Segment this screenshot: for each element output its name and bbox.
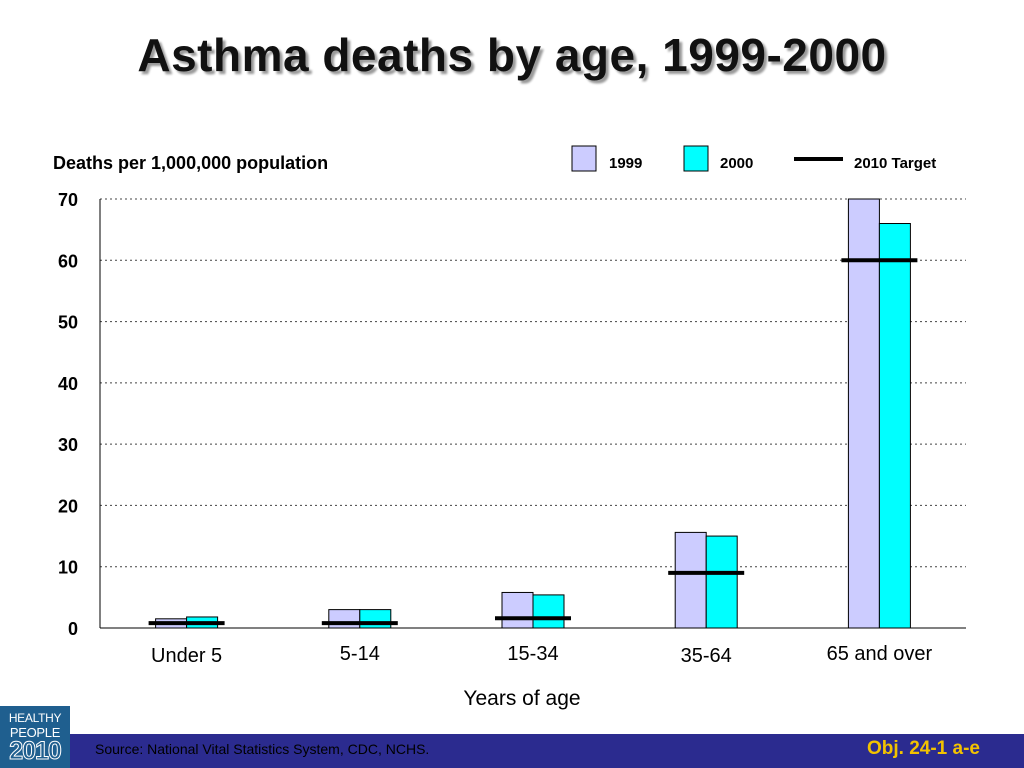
y-tick-label-60: 60 [58, 251, 78, 271]
logo-line-1: HEALTHY [8, 711, 62, 725]
bar-1999-5-14 [328, 609, 361, 629]
bar-1999-15-34 [501, 591, 534, 629]
y-tick-label-30: 30 [58, 435, 78, 455]
y-axis-title: Deaths per 1,000,000 population [53, 153, 328, 173]
legend-label-target: 2010 Target [854, 155, 936, 172]
bar-2000-5-14 [359, 609, 392, 629]
x-tick-label-15-34: 15-34 [507, 643, 558, 665]
y-tick-label-40: 40 [58, 374, 78, 394]
legend-swatch-2000 [683, 145, 709, 172]
y-tick-label-50: 50 [58, 313, 78, 333]
page-title: Asthma deaths by age, 1999-2000 [137, 29, 887, 81]
x-axis-title: Years of age [463, 687, 580, 710]
bar-2000-35-64 [705, 535, 738, 629]
source-note: Source: National Vital Statistics System… [95, 741, 430, 757]
bar-1999-65-and-over [847, 198, 880, 629]
healthy-people-logo: HEALTHY PEOPLE 2010 [0, 706, 70, 768]
y-tick-label-10: 10 [58, 558, 78, 578]
x-tick-label-65-and-over: 65 and over [827, 643, 933, 665]
y-tick-label-70: 70 [58, 190, 78, 210]
bar-2000-15-34 [532, 594, 565, 629]
logo-line-3: 2010 [9, 737, 63, 766]
x-tick-label-under-5: Under 5 [151, 645, 222, 667]
bar-2000-65-and-over [878, 223, 911, 629]
legend-swatch-1999 [571, 145, 597, 172]
y-tick-label-20: 20 [58, 496, 78, 516]
objective-label: Obj. 24-1 a-e [867, 738, 980, 759]
logo-line-2: PEOPLE [9, 725, 61, 740]
x-tick-label-5-14: 5-14 [340, 643, 380, 665]
y-tick-label-0: 0 [68, 619, 78, 639]
bar-chart: Deaths per 1,000,000 population 0 10 20 30 40… [53, 145, 966, 710]
x-tick-label-35-64: 35-64 [681, 645, 732, 667]
footer-bar [70, 734, 1024, 768]
legend-label-2000: 2000 [720, 155, 753, 172]
bar-1999-35-64 [674, 531, 707, 629]
legend-label-1999: 1999 [609, 155, 642, 172]
